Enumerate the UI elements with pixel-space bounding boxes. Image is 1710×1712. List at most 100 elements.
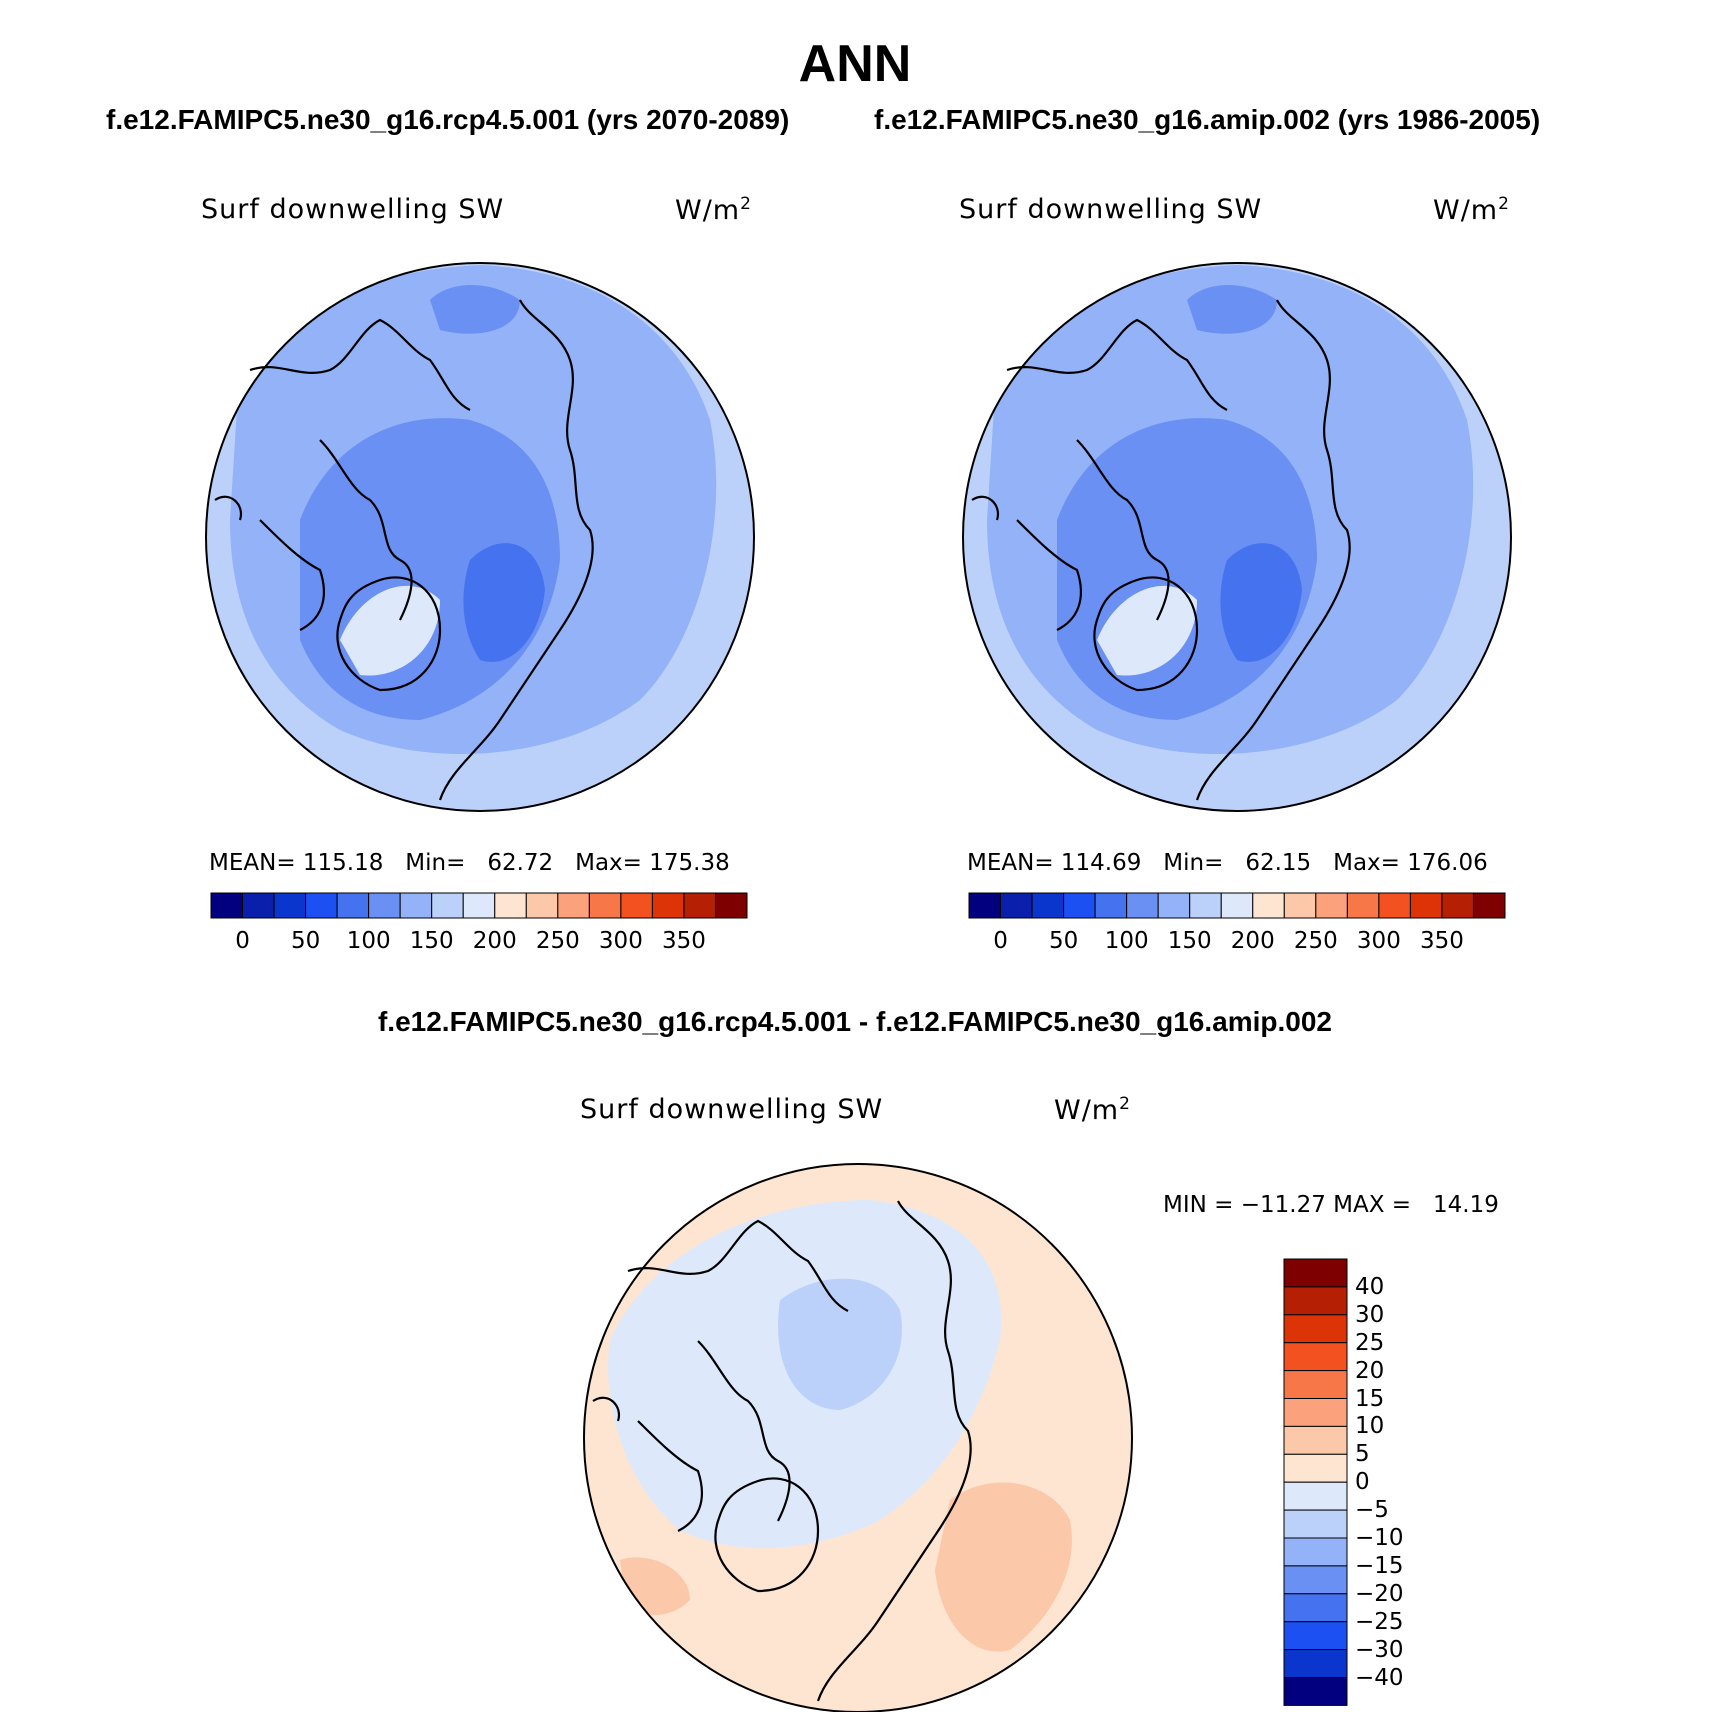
panel2-stats: MEAN= 114.69 Min= 62.15 Max= 176.06	[967, 850, 1488, 876]
panel2-colorbar-swatch	[1472, 892, 1506, 919]
panel3-colorbar-swatch	[1283, 1621, 1348, 1651]
panel3-colorbar-tick-label: 5	[1355, 1441, 1370, 1468]
panel2-colorbar-swatch	[1031, 892, 1065, 919]
panel2-colorbar-tick-label: 300	[1356, 928, 1401, 954]
panel1-colorbar-swatch	[399, 892, 433, 919]
panel1-colorbar-tick-label: 350	[661, 928, 706, 954]
panel3-units-label: W/m2	[1054, 1094, 1131, 1126]
panel1-colorbar-swatch	[714, 892, 748, 919]
panel2-colorbar-swatch	[968, 892, 1002, 919]
panel3-colorbar-swatch	[1283, 1453, 1348, 1483]
panel1-stats: MEAN= 115.18 Min= 62.72 Max= 175.38	[209, 850, 730, 876]
map3-field-central-arctic	[778, 1278, 902, 1410]
figure-title: ANN	[798, 35, 912, 93]
map1-field-barents	[463, 543, 545, 662]
panel2-colorbar-swatch	[1315, 892, 1348, 919]
panel1-colorbar-swatch	[305, 892, 338, 919]
panel1-colorbar-swatch	[525, 892, 559, 919]
map2-field-barents	[1220, 543, 1302, 662]
panel3-colorbar-swatch	[1283, 1481, 1348, 1511]
panel2-colorbar-swatch	[1346, 892, 1380, 919]
panel3-colorbar-tick-label: 30	[1355, 1301, 1385, 1328]
panel3-colorbar-tick-label: −40	[1355, 1664, 1404, 1691]
panel3-colorbar-swatch	[1283, 1398, 1348, 1427]
panel3-colorbar-swatch	[1283, 1509, 1348, 1539]
panel1-colorbar-tick-label: 100	[346, 928, 391, 954]
map2-field-greenland	[1097, 585, 1197, 676]
panel1-colorbar-tick-label: 50	[290, 928, 321, 954]
panel3-colorbar-swatch	[1283, 1425, 1348, 1455]
panel3-colorbar-swatch	[1283, 1370, 1348, 1399]
panel3-colorbar-tick-label: 15	[1355, 1385, 1385, 1412]
map2-coastlines	[971, 299, 1351, 801]
panel3-colorbar-swatch	[1283, 1286, 1348, 1316]
panel1-colorbar-tick-label: 200	[472, 928, 517, 954]
panel2-colorbar-swatch	[1094, 892, 1128, 919]
panel1-colorbar-tick-label: 150	[409, 928, 454, 954]
panel2-colorbar-swatch	[1000, 892, 1033, 919]
panel1-colorbar-swatch	[651, 892, 685, 919]
panel1-variable-label: Surf downwelling SW	[201, 194, 505, 225]
panel1-colorbar-tick-label: 250	[535, 928, 580, 954]
panel1-colorbar-tick-label: 0	[235, 928, 250, 954]
panel1-colorbar-swatch	[462, 892, 496, 919]
panel3-colorbar-tick-label: −15	[1355, 1552, 1404, 1579]
panel3-colorbar-tick-label: 10	[1355, 1413, 1385, 1440]
panel3-colorbar-tick-label: −5	[1355, 1497, 1389, 1524]
panel1-colorbar-tick-label: 300	[598, 928, 643, 954]
panel3-colorbar-swatch	[1283, 1593, 1348, 1623]
panel3-colorbar-tick-label: 40	[1355, 1273, 1385, 1300]
panel2-colorbar-tick-label: 100	[1104, 928, 1149, 954]
panel3-colorbar-swatch	[1283, 1537, 1348, 1567]
panel3-colorbar-tick-label: 25	[1355, 1329, 1385, 1356]
map3-field-scandinavia	[935, 1482, 1072, 1652]
panel3-colorbar-tick-label: −25	[1355, 1608, 1404, 1635]
panel2-colorbar-swatch	[1441, 892, 1474, 919]
map1-coastlines	[214, 299, 594, 801]
panel3-colorbar-tick-label: −20	[1355, 1580, 1404, 1607]
panel2-colorbar-swatch	[1126, 892, 1159, 919]
panel3-colorbar-tick-label: 0	[1355, 1469, 1370, 1496]
subtitle-right: f.e12.FAMIPC5.ne30_g16.amip.002 (yrs 198…	[874, 104, 1541, 135]
panel1-colorbar-swatch	[557, 892, 590, 919]
panel3-colorbar-tick-label: −10	[1355, 1525, 1404, 1551]
panel1-colorbar-swatch	[620, 892, 653, 919]
map3-coastlines	[592, 1200, 972, 1702]
panel1-colorbar-swatch	[683, 892, 716, 919]
panel3-colorbar-swatch	[1283, 1565, 1348, 1595]
difference-title: f.e12.FAMIPC5.ne30_g16.rcp4.5.001 - f.e1…	[377, 1006, 1333, 1037]
panel3-stats: MIN = −11.27 MAX = 14.19	[1163, 1192, 1499, 1218]
panel2-colorbar-swatch	[1189, 892, 1222, 919]
panel1-units-label: W/m2	[675, 194, 752, 226]
panel2-colorbar-tick-label: 150	[1167, 928, 1212, 954]
panel1-colorbar-swatch	[494, 892, 527, 919]
panel2-colorbar-tick-label: 0	[993, 928, 1008, 954]
panel2-colorbar-swatch	[1220, 892, 1254, 919]
panel3-colorbar-tick-label: 20	[1355, 1357, 1385, 1384]
panel3-colorbar-swatch	[1283, 1342, 1348, 1372]
map1-boundary	[205, 262, 755, 812]
panel2-colorbar-tick-label: 200	[1230, 928, 1275, 954]
panel2-units-label: W/m2	[1433, 194, 1510, 226]
panel2-colorbar-swatch	[1157, 892, 1191, 919]
panel1-colorbar-swatch	[210, 892, 244, 919]
panel2-colorbar-swatch	[1283, 892, 1317, 919]
panel3-colorbar-swatch	[1283, 1677, 1348, 1706]
panel3-colorbar-swatch	[1283, 1314, 1348, 1344]
subtitle-left: f.e12.FAMIPC5.ne30_g16.rcp4.5.001 (yrs 2…	[106, 104, 790, 135]
panel2-colorbar-tick-label: 350	[1419, 928, 1464, 954]
panel3-colorbar-swatch	[1283, 1258, 1348, 1288]
map1-field-greenland	[340, 585, 440, 676]
panel2-colorbar-swatch	[1063, 892, 1096, 919]
panel3-colorbar-swatch	[1283, 1649, 1348, 1678]
map1-field-pacific	[430, 285, 520, 334]
panel1-colorbar-swatch	[273, 892, 307, 919]
panel2-variable-label: Surf downwelling SW	[959, 194, 1263, 225]
panel3-colorbar-tick-label: −30	[1355, 1636, 1404, 1663]
panel3-variable-label: Surf downwelling SW	[580, 1094, 884, 1125]
